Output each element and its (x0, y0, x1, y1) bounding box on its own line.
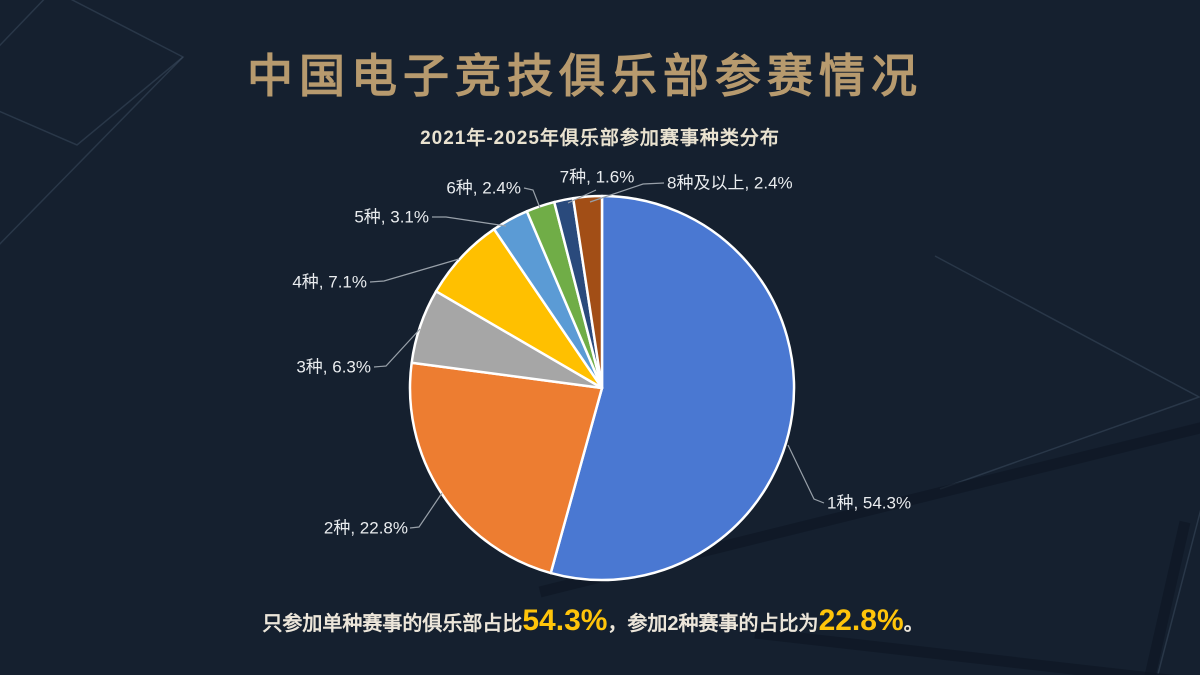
page-title: 中国电子竞技俱乐部参赛情况 (247, 50, 923, 102)
pie-slice-label-3种: 3种, 6.3% (296, 358, 371, 377)
pie-slice-label-1种: 1种, 54.3% (827, 494, 911, 513)
pie-leader-line-2种 (409, 492, 443, 529)
pie-slice-label-8种及以上: 8种及以上, 2.4% (667, 174, 793, 193)
pie-leader-line-7种 (567, 189, 597, 204)
pie-leader-line-1种 (787, 444, 825, 504)
caption-text-middle: ，参加2种赛事的占比为 (607, 613, 819, 635)
pie-leader-line-5种 (432, 216, 507, 227)
pie-slice-label-2种: 2种, 22.8% (324, 519, 408, 538)
caption: 只参加单种赛事的俱乐部占比54.3%，参加2种赛事的占比为22.8%。 (0, 603, 1193, 639)
pie-slice-label-4种: 4种, 7.1% (292, 273, 367, 292)
pie-leader-line-8种及以上 (589, 182, 665, 203)
pie-slice-label-6种: 6种, 2.4% (446, 179, 521, 198)
pie-slice-1种 (549, 194, 796, 582)
caption-text-prefix: 只参加单种赛事的俱乐部占比 (262, 613, 523, 635)
pie-slice-8种及以上 (571, 194, 604, 390)
caption-text-suffix: 。 (903, 613, 924, 635)
pie-leader-line-4种 (369, 258, 460, 283)
chart-title: 2021年-2025年俱乐部参加赛事种类分布 (420, 128, 780, 149)
pie-leader-line-3种 (373, 328, 421, 368)
pie-slice-label-7种: 7种, 1.6% (560, 168, 635, 187)
caption-highlight-2: 22.8% (818, 604, 904, 637)
pie-slice-label-5种: 5种, 3.1% (354, 208, 429, 227)
pie-leader-line-6种 (523, 187, 541, 209)
caption-highlight-1: 54.3% (522, 604, 608, 637)
